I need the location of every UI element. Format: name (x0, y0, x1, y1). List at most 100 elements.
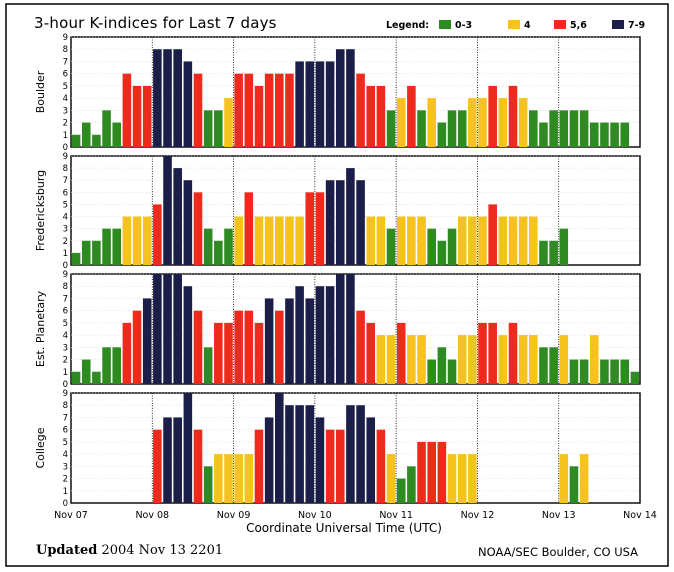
bar (122, 73, 132, 147)
bar (366, 216, 376, 265)
bar (539, 240, 548, 265)
bar (234, 454, 243, 503)
bar (437, 240, 447, 265)
bar (193, 429, 203, 503)
bar (600, 122, 609, 147)
bar (498, 216, 508, 265)
bar (427, 359, 436, 384)
x-tick-label: Nov 09 (217, 510, 251, 521)
bar (183, 61, 193, 147)
y-tick-label: 1 (63, 131, 68, 141)
bar (224, 322, 233, 384)
bar (81, 359, 91, 384)
bar (224, 454, 233, 503)
y-tick-label: 7 (63, 57, 68, 67)
x-tick-label: Nov 08 (135, 510, 169, 521)
bar (102, 347, 111, 384)
y-tick-label: 4 (63, 450, 68, 460)
bar (549, 110, 558, 147)
bar (122, 216, 132, 265)
bar (417, 441, 426, 503)
y-tick-label: 6 (63, 188, 68, 198)
x-axis-label: Coordinate Universal Time (UTC) (246, 521, 442, 535)
bar (335, 274, 345, 384)
bar (102, 110, 111, 147)
y-tick-label: 3 (63, 106, 68, 116)
bar (549, 240, 558, 265)
bar (163, 156, 172, 265)
bar (427, 98, 436, 147)
y-tick-label: 2 (63, 237, 68, 247)
bar (366, 322, 376, 384)
bar (447, 454, 457, 503)
bar (569, 359, 579, 384)
y-tick-label: 5 (63, 82, 68, 92)
x-tick-label: Nov 13 (542, 510, 576, 521)
bar (447, 110, 457, 147)
chart-title: 3-hour K-indices for Last 7 days (34, 14, 277, 32)
bar (589, 335, 599, 384)
bar (315, 286, 325, 384)
bar (254, 322, 264, 384)
bar (529, 335, 538, 384)
bar (275, 216, 284, 265)
bar (457, 216, 467, 265)
bar (173, 49, 182, 147)
bar (407, 335, 416, 384)
bar (163, 417, 172, 503)
bar (142, 298, 152, 384)
bar (508, 85, 518, 147)
bar (610, 122, 619, 147)
bar (203, 110, 213, 147)
bar (214, 110, 223, 147)
bar (234, 73, 243, 147)
bar (396, 322, 406, 384)
legend-label: Legend: (386, 20, 430, 31)
bar (549, 347, 558, 384)
bar (478, 98, 487, 147)
bar (244, 454, 254, 503)
bar (102, 228, 111, 265)
y-tick-label: 1 (63, 368, 68, 378)
bar (183, 286, 193, 384)
bar (335, 429, 345, 503)
bar (295, 286, 304, 384)
bar (325, 61, 335, 147)
bar (112, 347, 122, 384)
bar (346, 274, 355, 384)
bar (295, 61, 304, 147)
bar (81, 122, 91, 147)
bar (193, 73, 203, 147)
y-tick-label: 5 (63, 319, 68, 329)
bar (346, 405, 355, 503)
bar (305, 192, 315, 265)
bar (285, 73, 294, 147)
y-tick-label: 8 (63, 401, 68, 411)
y-tick-label: 7 (63, 176, 68, 186)
y-tick-label: 4 (63, 331, 68, 341)
bar (386, 228, 396, 265)
y-tick-label: 1 (63, 487, 68, 497)
x-tick-label: Nov 10 (298, 510, 332, 521)
y-tick-label: 1 (63, 249, 68, 259)
y-tick-label: 6 (63, 426, 68, 436)
bar (285, 298, 294, 384)
bar (315, 417, 325, 503)
bar (285, 405, 294, 503)
bar (630, 371, 640, 384)
bar (153, 429, 162, 503)
bar (325, 180, 335, 265)
bar (569, 466, 579, 503)
y-tick-label: 2 (63, 119, 68, 129)
bar (224, 228, 233, 265)
y-tick-label: 5 (63, 200, 68, 210)
legend-text-severe: 7-9 (628, 20, 646, 31)
bar (315, 61, 325, 147)
bar (71, 252, 81, 265)
bar (427, 228, 436, 265)
x-tick-label: Nov 12 (461, 510, 495, 521)
bar (407, 85, 416, 147)
bar (214, 322, 223, 384)
bar (447, 359, 457, 384)
